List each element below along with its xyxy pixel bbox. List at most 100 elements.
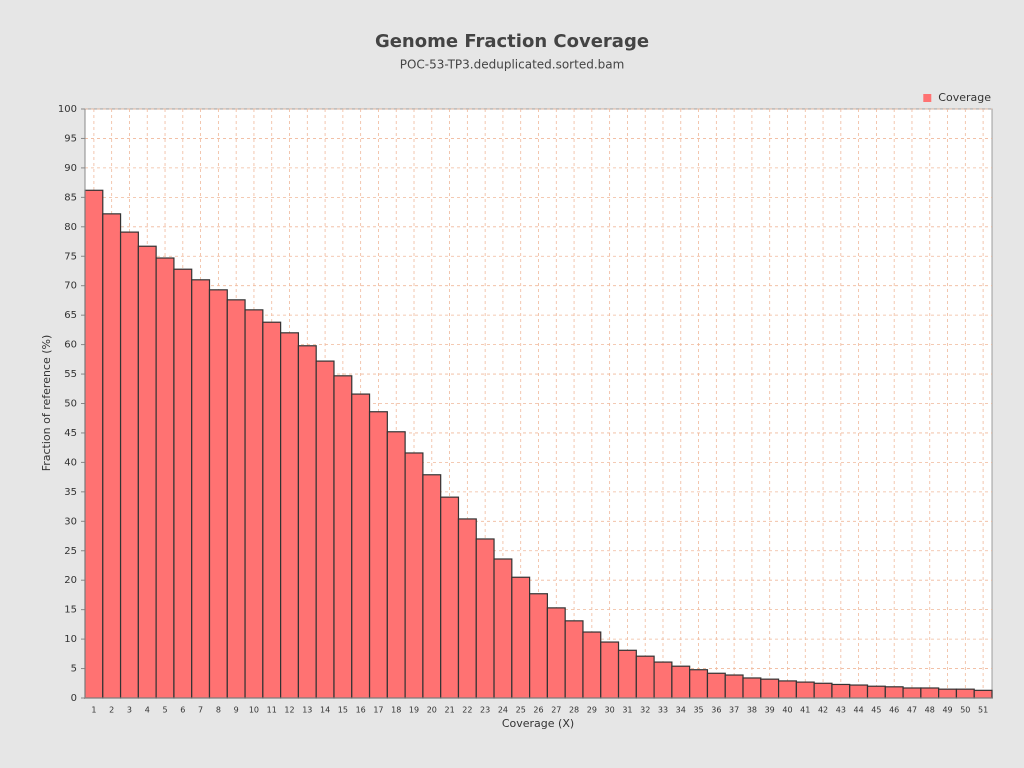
x-tick-label: 31 xyxy=(622,706,632,715)
x-tick-label: 44 xyxy=(854,706,864,715)
x-tick-label: 7 xyxy=(198,706,203,715)
x-tick-label: 2 xyxy=(109,706,114,715)
bar xyxy=(831,683,851,699)
bar xyxy=(529,593,548,699)
bar xyxy=(920,687,940,699)
x-tick-label: 3 xyxy=(127,706,132,715)
y-tick-label: 90 xyxy=(64,163,77,174)
y-tick-label: 30 xyxy=(64,516,77,527)
x-tick-label: 10 xyxy=(249,706,259,715)
bar xyxy=(902,687,922,699)
y-tick-label: 100 xyxy=(58,104,77,115)
x-tick-label: 39 xyxy=(765,706,775,715)
bar xyxy=(119,231,139,699)
bar xyxy=(315,360,335,699)
x-tick-label: 43 xyxy=(836,706,846,715)
y-tick-label: 60 xyxy=(64,340,77,351)
x-tick-label: 40 xyxy=(782,706,792,715)
x-tick-label: 24 xyxy=(498,706,508,715)
bar xyxy=(635,655,655,699)
x-tick-label: 35 xyxy=(693,706,703,715)
bar xyxy=(208,289,228,699)
x-tick-label: 51 xyxy=(978,706,988,715)
bar xyxy=(777,680,797,699)
bar xyxy=(475,538,495,699)
x-tick-label: 32 xyxy=(640,706,650,715)
x-tick-label: 37 xyxy=(729,706,739,715)
y-tick-label: 85 xyxy=(64,192,77,203)
x-tick-label: 9 xyxy=(234,706,239,715)
bar xyxy=(404,452,424,699)
x-tick-label: 18 xyxy=(391,706,401,715)
x-tick-label: 22 xyxy=(462,706,472,715)
x-tick-label: 48 xyxy=(925,706,935,715)
x-tick-label: 38 xyxy=(747,706,757,715)
bar xyxy=(973,689,993,699)
x-tick-label: 41 xyxy=(800,706,810,715)
y-tick-label: 65 xyxy=(64,310,77,321)
x-tick-label: 27 xyxy=(551,706,561,715)
bar xyxy=(671,665,691,699)
chart-subtitle: POC-53-TP3.deduplicated.sorted.bam xyxy=(400,58,625,72)
x-tick-label: 34 xyxy=(676,706,686,715)
x-tick-label: 14 xyxy=(320,706,330,715)
bar xyxy=(511,576,531,699)
bar xyxy=(351,393,371,699)
bar xyxy=(173,268,193,699)
bar xyxy=(191,279,211,699)
bar xyxy=(955,688,975,699)
x-tick-label: 11 xyxy=(267,706,277,715)
y-tick-label: 80 xyxy=(64,222,77,233)
x-tick-label: 33 xyxy=(658,706,668,715)
bar xyxy=(849,684,869,699)
bar xyxy=(137,245,157,699)
bar xyxy=(155,257,175,699)
legend-swatch xyxy=(923,94,932,102)
x-tick-label: 8 xyxy=(216,706,221,715)
bar xyxy=(689,669,709,699)
bar xyxy=(617,649,637,699)
bar xyxy=(333,375,353,699)
y-tick-label: 35 xyxy=(64,487,77,498)
y-tick-label: 10 xyxy=(64,634,77,645)
x-tick-label: 23 xyxy=(480,706,490,715)
bar xyxy=(546,607,566,699)
x-tick-label: 15 xyxy=(338,706,348,715)
x-tick-label: 16 xyxy=(356,706,366,715)
bar xyxy=(724,674,744,699)
y-tick-label: 50 xyxy=(64,399,77,410)
bar xyxy=(866,685,886,699)
x-tick-label: 42 xyxy=(818,706,828,715)
x-tick-label: 20 xyxy=(427,706,437,715)
bar xyxy=(422,474,442,699)
y-tick-label: 0 xyxy=(71,693,77,704)
x-tick-label: 29 xyxy=(587,706,597,715)
x-tick-label: 26 xyxy=(533,706,543,715)
bar xyxy=(582,631,602,699)
bar xyxy=(226,299,246,699)
y-tick-label: 20 xyxy=(64,575,77,586)
bar xyxy=(742,677,762,699)
x-tick-label: 50 xyxy=(960,706,970,715)
x-tick-label: 45 xyxy=(871,706,881,715)
y-axis-label: Fraction of reference (%) xyxy=(40,335,53,472)
bar xyxy=(280,332,300,699)
bar xyxy=(706,672,726,699)
y-tick-label: 75 xyxy=(64,251,77,262)
x-tick-label: 46 xyxy=(889,706,899,715)
bar xyxy=(262,321,282,699)
bar xyxy=(600,641,620,699)
x-tick-label: 5 xyxy=(162,706,167,715)
y-tick-label: 70 xyxy=(64,281,77,292)
bar xyxy=(297,345,317,699)
chart-title: Genome Fraction Coverage xyxy=(375,31,649,52)
bar xyxy=(653,661,673,699)
bar xyxy=(457,518,477,699)
bar xyxy=(368,411,388,699)
y-tick-label: 5 xyxy=(71,664,77,675)
bar xyxy=(386,431,406,699)
x-tick-label: 19 xyxy=(409,706,419,715)
y-tick-label: 40 xyxy=(64,457,77,468)
bar xyxy=(813,682,833,699)
